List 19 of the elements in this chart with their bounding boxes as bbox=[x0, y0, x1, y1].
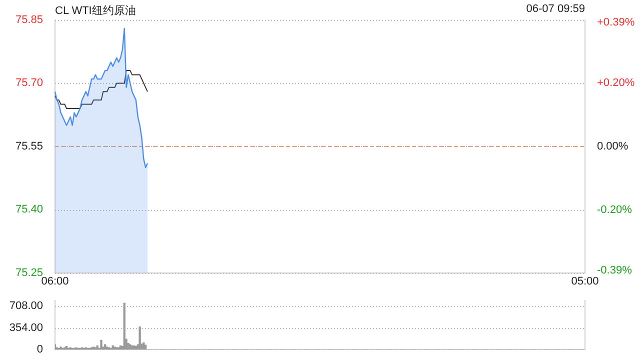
y-tick-label: 75.40 bbox=[15, 204, 43, 216]
y2-tick-label: 0.00% bbox=[597, 140, 628, 152]
y-tick-label: 75.25 bbox=[15, 266, 43, 279]
chart-title: CL WTI纽约原油 bbox=[55, 4, 136, 18]
y-tick-label: 354.00 bbox=[9, 322, 43, 334]
y2-tick-label: +0.39% bbox=[597, 16, 635, 28]
x-tick-label: 05:00 bbox=[571, 275, 599, 288]
x-tick-label: 06:00 bbox=[41, 275, 69, 288]
y-tick-label: 0 bbox=[36, 343, 43, 356]
bar bbox=[100, 340, 102, 350]
y2-tick-label: -0.39% bbox=[597, 264, 632, 277]
y2-tick-label: -0.20% bbox=[597, 204, 632, 216]
text: 06-07 09:59 bbox=[526, 3, 585, 15]
y2-tick-label: +0.20% bbox=[597, 76, 635, 89]
y-tick-label: 75.55 bbox=[15, 140, 43, 152]
bar bbox=[138, 326, 141, 350]
y-tick-label: 75.85 bbox=[15, 14, 43, 26]
y-tick-label: 75.70 bbox=[15, 77, 43, 90]
y-tick-label: 708.00 bbox=[9, 300, 43, 312]
